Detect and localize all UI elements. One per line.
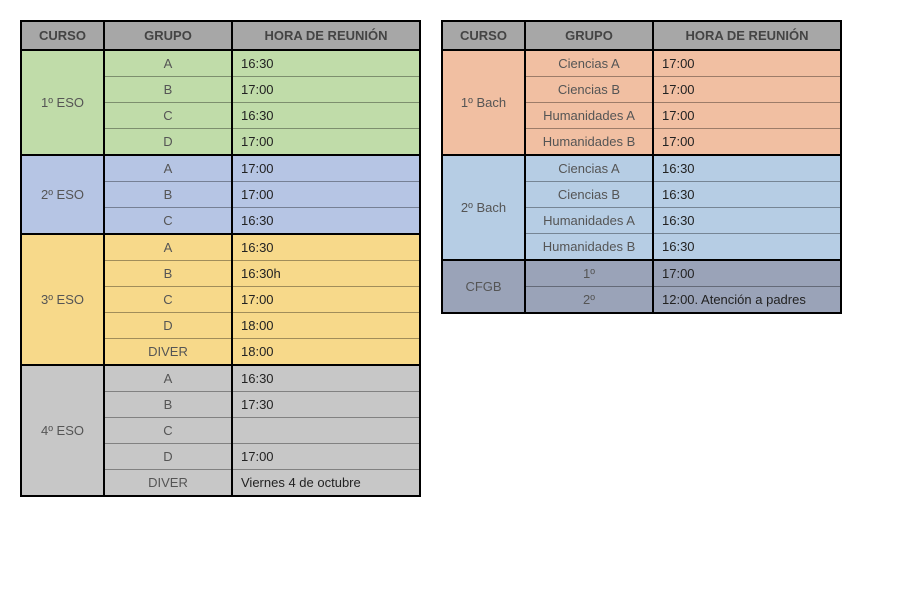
grupo-cell: D — [104, 313, 232, 339]
grupo-cell: Ciencias B — [525, 77, 653, 103]
col-hora: HORA DE REUNIÓN — [653, 21, 841, 50]
curso-cell: 3º ESO — [21, 234, 104, 365]
hora-cell: 16:30 — [232, 365, 420, 392]
grupo-cell: 1º — [525, 260, 653, 287]
grupo-cell: Humanidades A — [525, 103, 653, 129]
hora-cell: 17:00 — [653, 103, 841, 129]
curso-cell: 1º ESO — [21, 50, 104, 155]
table-row: 1º ESOA16:30 — [21, 50, 420, 77]
hora-cell: 18:00 — [232, 313, 420, 339]
hora-cell: 17:00 — [653, 50, 841, 77]
hora-cell: 16:30 — [653, 155, 841, 182]
hora-cell: 18:00 — [232, 339, 420, 366]
hora-cell: 16:30 — [232, 103, 420, 129]
grupo-cell: Ciencias A — [525, 50, 653, 77]
hora-cell: 16:30 — [232, 50, 420, 77]
tbody-right: 1º BachCiencias A17:00Ciencias B17:00Hum… — [442, 50, 841, 313]
hora-cell: 16:30 — [232, 208, 420, 235]
grupo-cell: D — [104, 129, 232, 156]
table-row: CFGB1º17:00 — [442, 260, 841, 287]
col-grupo: GRUPO — [104, 21, 232, 50]
curso-cell: 2º ESO — [21, 155, 104, 234]
hora-cell: 17:00 — [232, 182, 420, 208]
hora-cell: 16:30 — [653, 234, 841, 261]
grupo-cell: DIVER — [104, 339, 232, 366]
grupo-cell: Humanidades B — [525, 234, 653, 261]
table-row: 3º ESOA16:30 — [21, 234, 420, 261]
hora-cell: 16:30 — [232, 234, 420, 261]
curso-cell: 2º Bach — [442, 155, 525, 260]
curso-cell: 4º ESO — [21, 365, 104, 496]
grupo-cell: 2º — [525, 287, 653, 314]
table-row: 2º BachCiencias A16:30 — [442, 155, 841, 182]
tbody-left: 1º ESOA16:30B17:00C16:30D17:002º ESOA17:… — [21, 50, 420, 496]
curso-cell: CFGB — [442, 260, 525, 313]
hora-cell: 17:00 — [232, 155, 420, 182]
grupo-cell: Humanidades A — [525, 208, 653, 234]
grupo-cell: A — [104, 50, 232, 77]
grupo-cell: A — [104, 234, 232, 261]
grupo-cell: D — [104, 444, 232, 470]
grupo-cell: B — [104, 261, 232, 287]
hora-cell: 16:30 — [653, 208, 841, 234]
schedule-table-left: CURSO GRUPO HORA DE REUNIÓN 1º ESOA16:30… — [20, 20, 421, 497]
table-row: 2º ESOA17:00 — [21, 155, 420, 182]
grupo-cell: B — [104, 182, 232, 208]
col-curso: CURSO — [21, 21, 104, 50]
hora-cell: 17:00 — [232, 444, 420, 470]
curso-cell: 1º Bach — [442, 50, 525, 155]
hora-cell: 17:00 — [653, 129, 841, 156]
grupo-cell: Humanidades B — [525, 129, 653, 156]
grupo-cell: C — [104, 418, 232, 444]
grupo-cell: DIVER — [104, 470, 232, 497]
grupo-cell: Ciencias B — [525, 182, 653, 208]
table-row: 4º ESOA16:30 — [21, 365, 420, 392]
grupo-cell: A — [104, 365, 232, 392]
grupo-cell: B — [104, 392, 232, 418]
grupo-cell: C — [104, 287, 232, 313]
hora-cell: 17:30 — [232, 392, 420, 418]
grupo-cell: C — [104, 103, 232, 129]
table-row: 1º BachCiencias A17:00 — [442, 50, 841, 77]
col-grupo: GRUPO — [525, 21, 653, 50]
col-curso: CURSO — [442, 21, 525, 50]
hora-cell: 17:00 — [653, 77, 841, 103]
hora-cell: 12:00. Atención a padres — [653, 287, 841, 314]
schedule-table-right: CURSO GRUPO HORA DE REUNIÓN 1º BachCienc… — [441, 20, 842, 314]
col-hora: HORA DE REUNIÓN — [232, 21, 420, 50]
hora-cell: 17:00 — [232, 129, 420, 156]
grupo-cell: A — [104, 155, 232, 182]
grupo-cell: C — [104, 208, 232, 235]
hora-cell: 16:30h — [232, 261, 420, 287]
hora-cell: 17:00 — [232, 77, 420, 103]
hora-cell: 17:00 — [232, 287, 420, 313]
grupo-cell: B — [104, 77, 232, 103]
hora-cell: 17:00 — [653, 260, 841, 287]
hora-cell: Viernes 4 de octubre — [232, 470, 420, 497]
hora-cell — [232, 418, 420, 444]
grupo-cell: Ciencias A — [525, 155, 653, 182]
hora-cell: 16:30 — [653, 182, 841, 208]
